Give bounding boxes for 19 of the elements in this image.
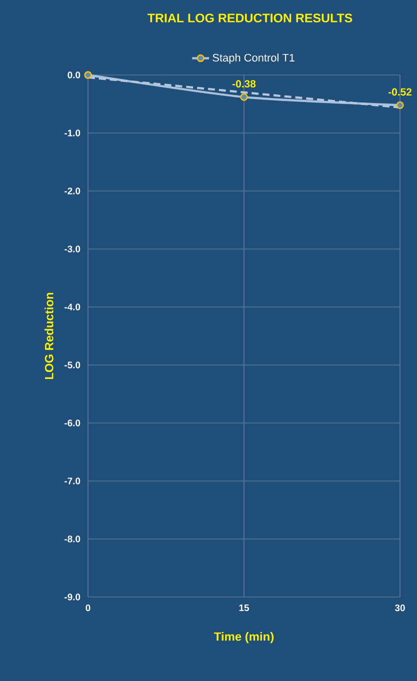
y-tick-label: -3.0 (64, 246, 80, 252)
y-tick-label: -9.0 (64, 594, 80, 600)
y-tick-label: -6.0 (64, 420, 80, 426)
x-tick-label: 30 (394, 604, 405, 612)
legend-label: Staph Control T1 (212, 54, 294, 64)
y-tick-label: -2.0 (64, 188, 80, 194)
y-tick-label: -4.0 (64, 304, 80, 310)
data-label: -0.38 (232, 80, 256, 88)
y-axis-title: LOG Reduction (44, 292, 54, 380)
x-axis-title: Time (min) (214, 632, 274, 644)
y-tick-label: -5.0 (64, 362, 80, 368)
y-tick-label: -7.0 (64, 478, 80, 484)
data-label: -0.52 (388, 88, 412, 96)
y-tick-label: 0.0 (68, 72, 80, 78)
x-tick-label: 15 (239, 604, 249, 612)
x-tick-label: 0 (86, 604, 90, 612)
y-tick-label: -1.0 (64, 130, 80, 136)
chart-title: TRIAL LOG REDUCTION RESULTS (148, 14, 352, 22)
y-tick-label: -8.0 (64, 536, 80, 542)
